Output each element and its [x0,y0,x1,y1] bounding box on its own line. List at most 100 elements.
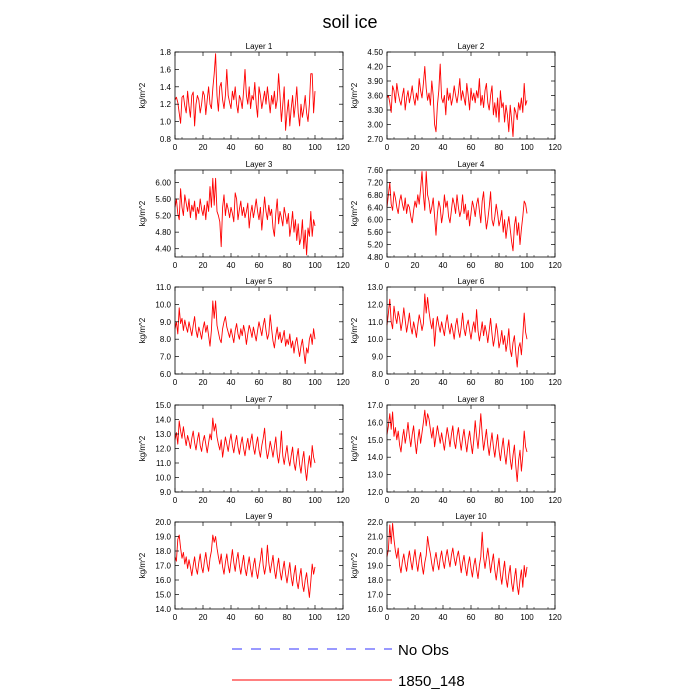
y-tick-label: 3.90 [367,77,383,86]
x-tick-label: 20 [199,261,208,270]
y-tick-label: 3.60 [367,92,383,101]
plot-frame [174,169,344,258]
y-tick-label: 11.0 [156,283,172,292]
x-tick-label: 80 [495,496,504,505]
plot-frame [386,51,556,140]
y-tick-label: 1.6 [160,65,172,74]
y-tick-label: 7.60 [367,166,383,175]
y-axis-label: kg/m^2 [350,552,359,578]
x-tick-label: 100 [520,378,534,387]
x-tick-label: 120 [336,143,350,152]
y-tick-label: 18.0 [367,576,383,585]
y-tick-label: 5.60 [155,195,171,204]
y-tick-label: 1.0 [160,118,172,127]
x-tick-label: 20 [411,143,420,152]
series-line-1850-148 [174,534,316,598]
y-tick-label: 20.0 [155,518,171,527]
y-tick-label: 13.0 [367,471,383,480]
series-line-1850-148 [174,300,316,365]
x-tick-label: 100 [308,496,322,505]
panel-title: Layer 10 [455,512,487,521]
panel-title: Layer 6 [458,277,485,286]
panel-title: Layer 3 [246,160,273,169]
y-tick-label: 6.00 [367,216,383,225]
plot-frame [174,521,344,610]
panels-grid: Layer 10 20 40 60 80 100 1200.81.01.21.41.61.8… [138,42,562,622]
y-tick-label: 16.0 [155,576,171,585]
y-tick-label: 7.0 [160,353,172,362]
series-line-1850-148 [174,53,316,131]
x-tick-label: 20 [411,378,420,387]
y-tick-label: 14.0 [155,605,171,614]
y-tick-label: 2.70 [367,135,383,144]
y-tick-label: 6.00 [155,178,171,187]
x-tick-label: 40 [439,261,448,270]
panel-title: Layer 1 [246,42,273,51]
x-tick-label: 0 [385,613,390,622]
x-tick-label: 120 [548,378,562,387]
x-tick-label: 0 [173,261,178,270]
panel-title: Layer 5 [246,277,273,286]
panel-layer-5: Layer 5 0 20 40 60 80 100 120 6.0 7.0 8.0 9.0 10.0 11… [138,277,350,387]
y-tick-label: 3.30 [367,106,383,115]
panel-title: Layer 7 [246,395,273,404]
x-tick-label: 40 [439,143,448,152]
panel-layer-1: Layer 1 0 20 40 60 80 100 120 0.8 1.0 1.2 1.4 1.6 1.8… [138,42,350,152]
y-axis-label: kg/m^2 [138,82,147,108]
series-line-1850-148 [386,523,528,595]
y-tick-label: 11.0 [156,459,172,468]
x-tick-label: 100 [520,613,534,622]
x-tick-label: 60 [255,261,264,270]
x-tick-label: 80 [495,261,504,270]
x-tick-label: 80 [283,378,292,387]
x-tick-label: 120 [336,613,350,622]
y-axis-label: kg/m^2 [350,435,359,461]
series-line-1850-148 [386,171,528,252]
y-tick-label: 15.0 [155,401,171,410]
y-tick-label: 11.0 [368,318,384,327]
y-axis-label: kg/m^2 [350,317,359,343]
y-axis-label: kg/m^2 [138,435,147,461]
x-tick-label: 0 [173,613,178,622]
series-line-1850-148 [174,177,316,256]
x-tick-label: 100 [520,261,534,270]
y-tick-label: 4.40 [155,245,171,254]
y-tick-label: 12.0 [367,300,383,309]
x-tick-label: 80 [495,378,504,387]
x-tick-label: 100 [308,378,322,387]
y-axis-label: kg/m^2 [138,552,147,578]
y-tick-label: 20.0 [367,547,383,556]
y-tick-label: 12.0 [155,445,171,454]
panel-layer-2: Layer 2 0 20 40 60 80 100 120 2.70 3.00 3.30 3.60 3.… [350,42,562,152]
y-tick-label: 17.0 [367,401,383,410]
x-tick-label: 0 [385,261,390,270]
y-tick-label: 10.0 [155,300,171,309]
panel-layer-9: Layer 9 0 20 40 60 80 100 120 14.0 15.0 16.0 17.0 18… [138,512,350,622]
y-tick-label: 13.0 [155,430,171,439]
x-tick-label: 60 [255,496,264,505]
y-tick-label: 17.0 [155,562,171,571]
y-tick-label: 14.0 [367,453,383,462]
x-tick-label: 120 [548,496,562,505]
y-tick-label: 16.0 [367,605,383,614]
x-tick-label: 120 [548,261,562,270]
plot-frame [386,404,556,493]
y-tick-label: 14.0 [155,416,171,425]
x-tick-label: 0 [173,378,178,387]
x-tick-label: 40 [227,261,236,270]
y-tick-label: 0.8 [160,135,172,144]
panel-layer-7: Layer 7 0 20 40 60 80 100 120 9.0 10.0 11.0 12.0 13.… [138,395,350,505]
x-tick-label: 120 [336,378,350,387]
y-tick-label: 5.20 [367,241,383,250]
x-tick-label: 0 [173,496,178,505]
y-tick-label: 4.80 [155,228,171,237]
x-tick-label: 0 [173,143,178,152]
legend-label-no-obs: No Obs [398,642,449,659]
panel-layer-4: Layer 4 0 20 40 60 80 100 120 4.80 5.20 5.60 6.00 6.… [350,160,562,270]
panel-layer-8: Layer 8 0 20 40 60 80 100 120 12.0 13.0 14.0 15.0 16… [350,395,562,505]
x-tick-label: 40 [439,496,448,505]
x-tick-label: 40 [439,378,448,387]
x-tick-label: 40 [227,378,236,387]
x-tick-label: 60 [255,378,264,387]
x-tick-label: 60 [467,378,476,387]
